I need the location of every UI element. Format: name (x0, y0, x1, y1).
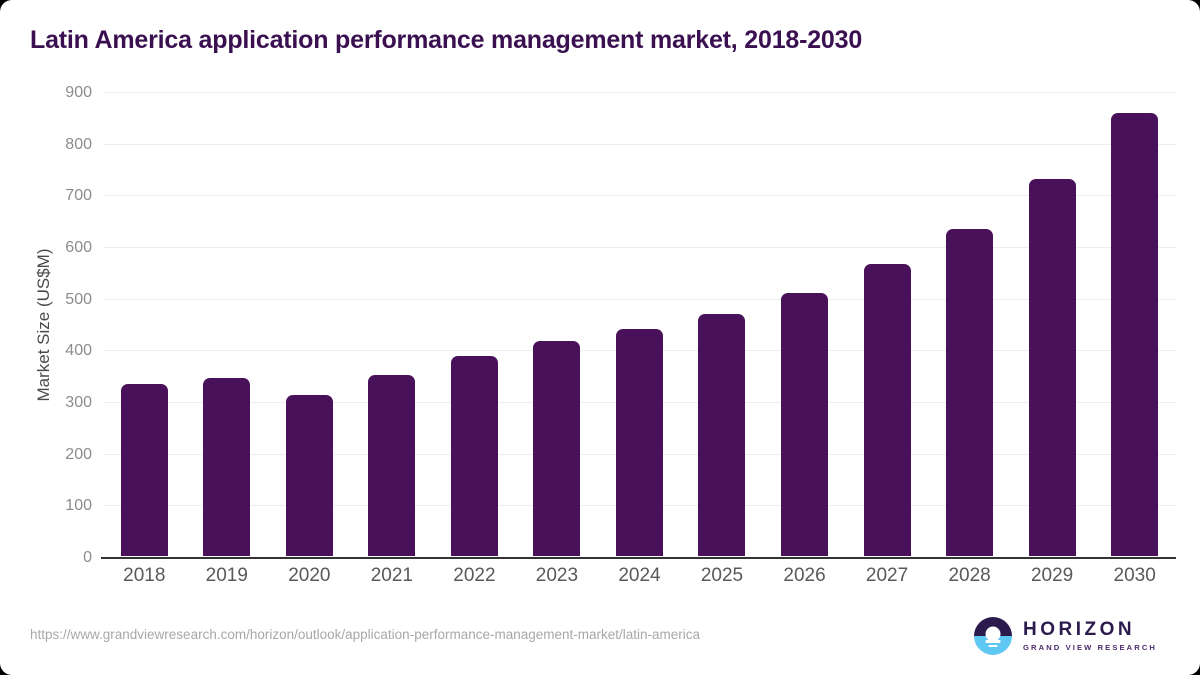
y-tick-label-700: 700 (65, 187, 92, 205)
x-tick-label-2022: 2022 (453, 565, 496, 586)
bar-slot-2027 (846, 93, 929, 556)
logo-subtitle: GRAND VIEW RESEARCH (1023, 642, 1157, 652)
gridline-500 (103, 298, 1176, 300)
y-tick-label-0: 0 (83, 549, 92, 566)
x-tick-label-2018: 2018 (123, 565, 166, 586)
bar-2030 (1111, 112, 1159, 556)
bar-slot-2021 (351, 93, 434, 556)
chart-title: Latin America application performance ma… (30, 26, 863, 54)
x-axis-line (101, 557, 1176, 559)
bars-row (103, 93, 1176, 556)
bar-slot-2020 (268, 93, 351, 556)
bar-2019 (203, 377, 251, 556)
bar-slot-2029 (1011, 93, 1094, 556)
x-tick-label-2025: 2025 (700, 565, 744, 586)
bar-2029 (1028, 179, 1076, 556)
bar-slot-2018 (103, 93, 186, 556)
bar-slot-2019 (186, 93, 269, 556)
bar-slot-2024 (598, 93, 681, 556)
y-tick-label-800: 800 (65, 135, 92, 153)
x-tick-label-2019: 2019 (205, 565, 248, 586)
y-tick-label-300: 300 (65, 394, 92, 412)
logo-text: HORIZON GRAND VIEW RESEARCH (1023, 619, 1157, 652)
y-tick-label-100: 100 (65, 497, 92, 515)
x-tick-label-2020: 2020 (288, 565, 331, 586)
y-tick-label-600: 600 (65, 239, 92, 257)
bar-2025 (698, 314, 746, 556)
bar-2028 (946, 228, 994, 556)
bar-slot-2022 (433, 93, 516, 556)
y-axis-tick-labels: 0 100 200 300 400 500 600 700 800 900 (0, 84, 92, 566)
bar-slot-2025 (681, 93, 764, 556)
y-tick-label-900: 900 (65, 84, 92, 101)
y-tick-label-200: 200 (65, 445, 92, 463)
bar-slot-2030 (1093, 93, 1176, 556)
sun-icon (985, 626, 1001, 642)
plot-area (101, 92, 1176, 559)
x-tick-label-2029: 2029 (1030, 565, 1074, 586)
sun-reflection-line (985, 640, 1001, 643)
bar-slot-2028 (928, 93, 1011, 556)
x-tick-label-2023: 2023 (535, 565, 579, 586)
x-tick-label-2027: 2027 (865, 565, 909, 586)
horizon-logo-icon (974, 617, 1013, 655)
logo-name: HORIZON (1023, 619, 1136, 641)
bar-2021 (368, 375, 416, 556)
bar-2024 (615, 329, 663, 556)
bar-2027 (863, 264, 911, 556)
x-tick-label-2028: 2028 (948, 565, 991, 586)
x-tick-label-2021: 2021 (370, 565, 413, 586)
bar-2022 (450, 355, 498, 556)
x-tick-label-2026: 2026 (783, 565, 826, 586)
gridline-600 (103, 247, 1176, 249)
horizon-logo: HORIZON GRAND VIEW RESEARCH (974, 617, 1157, 655)
x-tick-label-2030: 2030 (1113, 565, 1156, 586)
y-tick-label-500: 500 (65, 290, 92, 308)
gridline-800 (103, 143, 1176, 145)
gridline-900 (103, 92, 1176, 93)
x-axis-tick-labels: 2018 2019 2020 2021 2022 2023 2024 2025 2026 2027… (103, 565, 1176, 591)
sun-reflection-line (988, 645, 998, 647)
bar-2023 (533, 340, 581, 556)
bar-2026 (781, 292, 829, 556)
gridline-700 (103, 195, 1176, 197)
bar-2020 (285, 394, 333, 556)
bar-2018 (120, 383, 168, 556)
bar-slot-2026 (763, 93, 846, 556)
x-tick-label-2024: 2024 (618, 565, 661, 586)
source-url: https://www.grandviewresearch.com/horizo… (30, 627, 701, 642)
y-tick-label-400: 400 (65, 342, 92, 360)
bar-slot-2023 (516, 93, 599, 556)
